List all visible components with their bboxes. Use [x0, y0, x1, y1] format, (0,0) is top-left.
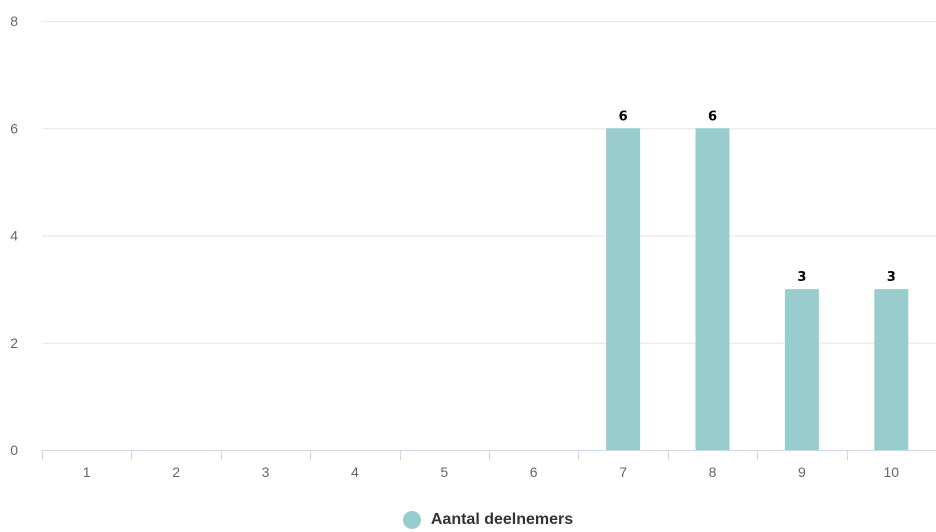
x-tick-label: 5 [440, 464, 448, 480]
y-tick-label: 4 [10, 228, 18, 244]
legend-symbol-icon [402, 511, 421, 529]
data-labels: 6 6 3 3 [619, 109, 896, 285]
x-tick-label: 2 [172, 464, 180, 480]
bar [784, 289, 819, 450]
y-tick-label: 6 [10, 120, 18, 136]
data-label: 6 [708, 109, 717, 124]
bar-chart: 0 2 4 6 8 6 6 3 3 1 2 3 4 5 6 7 8 9 10 [10, 13, 936, 480]
legend-item[interactable]: Aantal deelnemers [402, 511, 574, 529]
data-label: 3 [797, 270, 806, 285]
bar [874, 289, 909, 450]
bar [606, 128, 641, 450]
x-tick-label: 3 [262, 464, 270, 480]
x-tick-label: 10 [884, 464, 900, 480]
y-axis-ticks: 0 2 4 6 8 [10, 13, 18, 458]
data-label: 6 [619, 109, 628, 124]
x-axis: 1 2 3 4 5 6 7 8 9 10 [42, 450, 936, 480]
bar [695, 128, 730, 450]
y-tick-label: 0 [10, 442, 18, 458]
bars [606, 128, 909, 450]
x-tick-label: 4 [351, 464, 359, 480]
y-tick-label: 2 [10, 335, 18, 351]
x-tick-label: 9 [798, 464, 806, 480]
y-tick-label: 8 [10, 13, 18, 29]
x-tick-label: 6 [530, 464, 538, 480]
x-tick-label: 1 [83, 464, 91, 480]
x-tick-label: 7 [619, 464, 627, 480]
x-tick-label: 8 [709, 464, 717, 480]
legend: Aantal deelnemers [0, 509, 936, 531]
legend-label: Aantal deelnemers [430, 511, 574, 528]
data-label: 3 [887, 270, 896, 285]
